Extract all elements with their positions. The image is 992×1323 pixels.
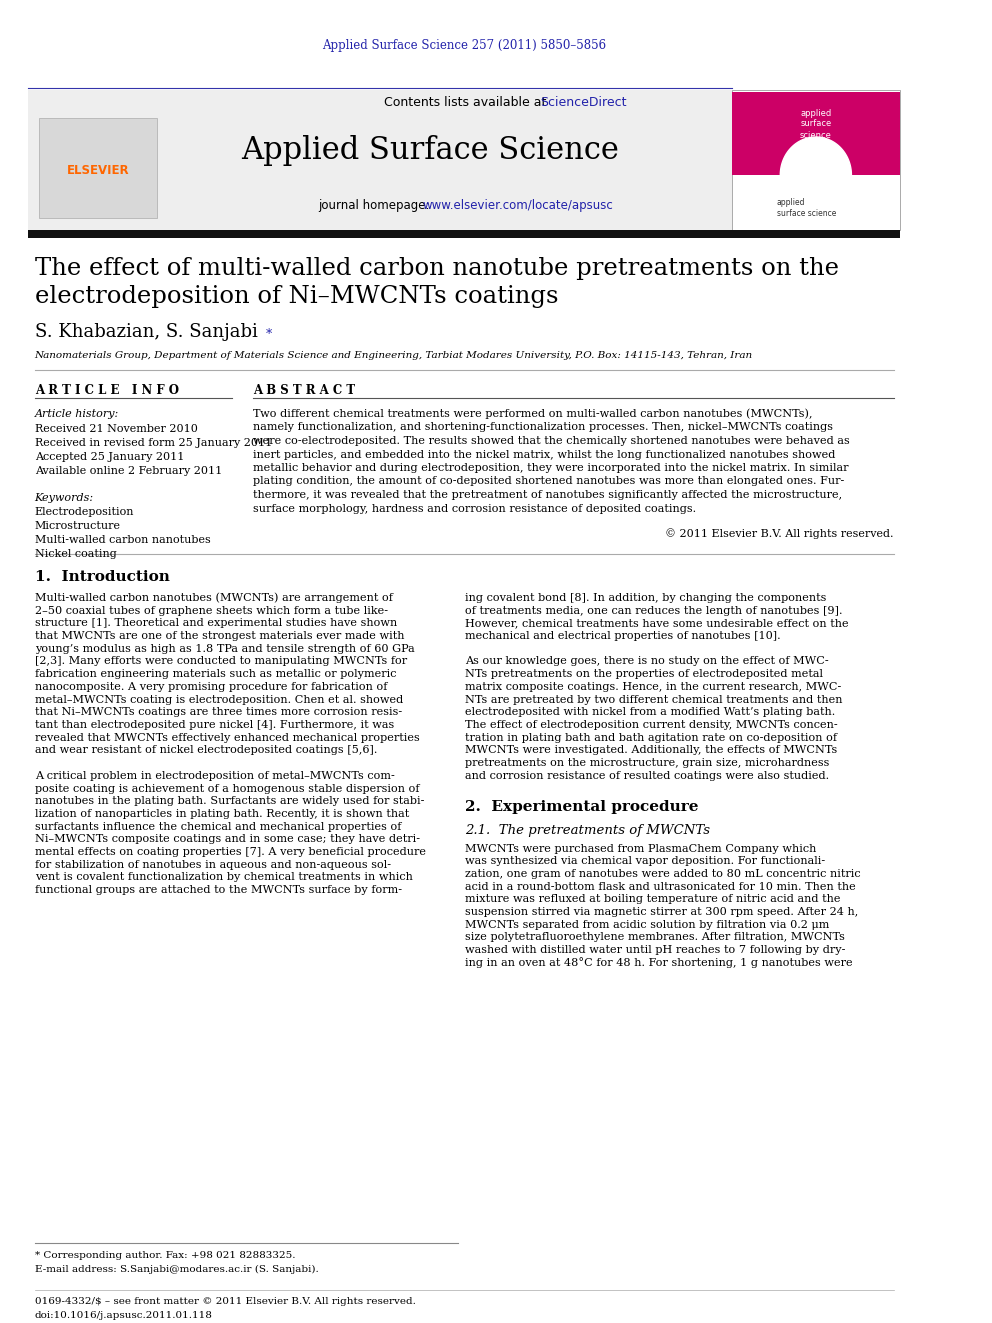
- Text: Multi-walled carbon nanotubes (MWCNTs) are arrangement of: Multi-walled carbon nanotubes (MWCNTs) a…: [35, 593, 393, 603]
- Text: size polytetrafluoroethylene membranes. After filtration, MWCNTs: size polytetrafluoroethylene membranes. …: [465, 933, 845, 942]
- Text: 1.  Introduction: 1. Introduction: [35, 570, 170, 583]
- Text: structure [1]. Theoretical and experimental studies have shown: structure [1]. Theoretical and experimen…: [35, 618, 397, 628]
- Text: Microstructure: Microstructure: [35, 521, 121, 531]
- Text: ELSEVIER: ELSEVIER: [66, 164, 130, 176]
- Text: doi:10.1016/j.apsusc.2011.01.118: doi:10.1016/j.apsusc.2011.01.118: [35, 1311, 212, 1319]
- Text: Available online 2 February 2011: Available online 2 February 2011: [35, 466, 222, 476]
- Text: vent is covalent functionalization by chemical treatments in which: vent is covalent functionalization by ch…: [35, 872, 413, 882]
- Text: NTs are pretreated by two different chemical treatments and then: NTs are pretreated by two different chem…: [465, 695, 842, 705]
- Text: Article history:: Article history:: [35, 409, 119, 419]
- Text: that Ni–MWCNTs coatings are three times more corrosion resis-: that Ni–MWCNTs coatings are three times …: [35, 708, 402, 717]
- Text: MWCNTs were investigated. Additionally, the effects of MWCNTs: MWCNTs were investigated. Additionally, …: [465, 745, 837, 755]
- Text: applied
surface science: applied surface science: [777, 197, 836, 218]
- Text: lization of nanoparticles in plating bath. Recently, it is shown that: lization of nanoparticles in plating bat…: [35, 808, 409, 819]
- Text: mechanical and electrical properties of nanotubes [10].: mechanical and electrical properties of …: [465, 631, 781, 642]
- Text: A critical problem in electrodeposition of metal–MWCNTs com-: A critical problem in electrodeposition …: [35, 771, 395, 781]
- Text: electrodeposition of Ni–MWCNTs coatings: electrodeposition of Ni–MWCNTs coatings: [35, 284, 558, 307]
- Text: metal–MWCNTs coating is electrodeposition. Chen et al. showed: metal–MWCNTs coating is electrodepositio…: [35, 695, 403, 705]
- Text: The effect of multi-walled carbon nanotube pretreatments on the: The effect of multi-walled carbon nanotu…: [35, 257, 838, 279]
- Text: and corrosion resistance of resulted coatings were also studied.: and corrosion resistance of resulted coa…: [465, 771, 829, 781]
- Text: namely functionalization, and shortening-functionalization processes. Then, nick: namely functionalization, and shortening…: [253, 422, 832, 433]
- Text: thermore, it was revealed that the pretreatment of nanotubes significantly affec: thermore, it was revealed that the pretr…: [253, 490, 842, 500]
- Text: mixture was refluxed at boiling temperature of nitric acid and the: mixture was refluxed at boiling temperat…: [465, 894, 840, 905]
- Text: zation, one gram of nanotubes were added to 80 mL concentric nitric: zation, one gram of nanotubes were added…: [465, 869, 861, 878]
- Text: NTs pretreatments on the properties of electrodeposited metal: NTs pretreatments on the properties of e…: [465, 669, 823, 679]
- Text: 2.1.  The pretreatments of MWCNTs: 2.1. The pretreatments of MWCNTs: [465, 824, 710, 837]
- Text: 2.  Experimental procedure: 2. Experimental procedure: [465, 799, 698, 814]
- Text: S. Khabazian, S. Sanjabi: S. Khabazian, S. Sanjabi: [35, 323, 258, 341]
- Text: that MWCNTs are one of the strongest materials ever made with: that MWCNTs are one of the strongest mat…: [35, 631, 404, 642]
- Text: www.elsevier.com/locate/apsusc: www.elsevier.com/locate/apsusc: [423, 198, 614, 212]
- Text: 0169-4332/$ – see front matter © 2011 Elsevier B.V. All rights reserved.: 0169-4332/$ – see front matter © 2011 El…: [35, 1298, 416, 1307]
- Text: tration in plating bath and bath agitation rate on co-deposition of: tration in plating bath and bath agitati…: [465, 733, 837, 742]
- Text: was synthesized via chemical vapor deposition. For functionali-: was synthesized via chemical vapor depos…: [465, 856, 825, 867]
- Text: electrodeposited with nickel from a modified Watt’s plating bath.: electrodeposited with nickel from a modi…: [465, 708, 835, 717]
- Bar: [28, 230, 900, 238]
- Text: revealed that MWCNTs effectively enhanced mechanical properties: revealed that MWCNTs effectively enhance…: [35, 733, 420, 742]
- Text: of treatments media, one can reduces the length of nanotubes [9].: of treatments media, one can reduces the…: [465, 606, 842, 615]
- Bar: [732, 93, 900, 175]
- Text: Nanomaterials Group, Department of Materials Science and Engineering, Tarbiat Mo: Nanomaterials Group, Department of Mater…: [35, 351, 753, 360]
- Text: washed with distilled water until pH reaches to 7 following by dry-: washed with distilled water until pH rea…: [465, 945, 845, 955]
- Text: posite coating is achievement of a homogenous stable dispersion of: posite coating is achievement of a homog…: [35, 783, 419, 794]
- Text: * Corresponding author. Fax: +98 021 82883325.: * Corresponding author. Fax: +98 021 828…: [35, 1252, 295, 1261]
- Text: metallic behavior and during electrodeposition, they were incorporated into the : metallic behavior and during electrodepo…: [253, 463, 848, 474]
- Text: Accepted 25 January 2011: Accepted 25 January 2011: [35, 452, 184, 462]
- Text: © 2011 Elsevier B.V. All rights reserved.: © 2011 Elsevier B.V. All rights reserved…: [665, 529, 894, 540]
- Text: were co-electrodeposited. The results showed that the chemically shortened nanot: were co-electrodeposited. The results sh…: [253, 437, 849, 446]
- Polygon shape: [781, 138, 851, 175]
- Text: matrix composite coatings. Hence, in the current research, MWC-: matrix composite coatings. Hence, in the…: [465, 681, 841, 692]
- Text: functional groups are attached to the MWCNTs surface by form-: functional groups are attached to the MW…: [35, 885, 402, 896]
- Text: nanocomposite. A very promising procedure for fabrication of: nanocomposite. A very promising procedur…: [35, 681, 387, 692]
- Text: ScienceDirect: ScienceDirect: [540, 97, 626, 110]
- Text: surface: surface: [801, 119, 831, 128]
- Text: journal homepage:: journal homepage:: [318, 198, 434, 212]
- Text: MWCNTs were purchased from PlasmaChem Company which: MWCNTs were purchased from PlasmaChem Co…: [465, 844, 816, 853]
- Text: 2–50 coaxial tubes of graphene sheets which form a tube like-: 2–50 coaxial tubes of graphene sheets wh…: [35, 606, 388, 615]
- Text: nanotubes in the plating bath. Surfactants are widely used for stabi-: nanotubes in the plating bath. Surfactan…: [35, 796, 424, 806]
- Text: for stabilization of nanotubes in aqueous and non-aqueous sol-: for stabilization of nanotubes in aqueou…: [35, 860, 391, 869]
- Text: MWCNTs separated from acidic solution by filtration via 0.2 μm: MWCNTs separated from acidic solution by…: [465, 919, 829, 930]
- Text: The effect of electrodeposition current density, MWCNTs concen-: The effect of electrodeposition current …: [465, 720, 837, 730]
- Bar: [28, 90, 732, 230]
- Text: applied: applied: [801, 108, 831, 118]
- Text: fabrication engineering materials such as metallic or polymeric: fabrication engineering materials such a…: [35, 669, 396, 679]
- Text: Received in revised form 25 January 2011: Received in revised form 25 January 2011: [35, 438, 272, 448]
- Bar: [40, 118, 157, 218]
- Text: Electrodeposition: Electrodeposition: [35, 507, 134, 517]
- Text: inert particles, and embedded into the nickel matrix, whilst the long functional: inert particles, and embedded into the n…: [253, 450, 835, 459]
- Text: ing covalent bond [8]. In addition, by changing the components: ing covalent bond [8]. In addition, by c…: [465, 593, 826, 603]
- Text: However, chemical treatments have some undesirable effect on the: However, chemical treatments have some u…: [465, 618, 848, 628]
- Text: acid in a round-bottom flask and ultrasonicated for 10 min. Then the: acid in a round-bottom flask and ultraso…: [465, 881, 856, 892]
- Text: Applied Surface Science: Applied Surface Science: [241, 135, 619, 165]
- Text: [2,3]. Many efforts were conducted to manipulating MWCNTs for: [2,3]. Many efforts were conducted to ma…: [35, 656, 407, 667]
- Text: ing in an oven at 48°C for 48 h. For shortening, 1 g nanotubes were: ing in an oven at 48°C for 48 h. For sho…: [465, 958, 852, 968]
- Text: Nickel coating: Nickel coating: [35, 549, 116, 560]
- Bar: [28, 90, 169, 230]
- Text: E-mail address: S.Sanjabi@modares.ac.ir (S. Sanjabi).: E-mail address: S.Sanjabi@modares.ac.ir …: [35, 1265, 318, 1274]
- Text: As our knowledge goes, there is no study on the effect of MWC-: As our knowledge goes, there is no study…: [465, 656, 828, 667]
- Text: Two different chemical treatments were performed on multi-walled carbon nanotube: Two different chemical treatments were p…: [253, 409, 812, 419]
- Text: young’s modulus as high as 1.8 TPa and tensile strength of 60 GPa: young’s modulus as high as 1.8 TPa and t…: [35, 644, 415, 654]
- Text: science: science: [800, 131, 831, 139]
- Text: mental effects on coating properties [7]. A very beneficial procedure: mental effects on coating properties [7]…: [35, 847, 426, 857]
- Text: suspension stirred via magnetic stirrer at 300 rpm speed. After 24 h,: suspension stirred via magnetic stirrer …: [465, 908, 858, 917]
- Text: Received 21 November 2010: Received 21 November 2010: [35, 423, 197, 434]
- Text: Applied Surface Science 257 (2011) 5850–5856: Applied Surface Science 257 (2011) 5850–…: [322, 40, 606, 53]
- Text: *: *: [266, 328, 272, 341]
- Text: plating condition, the amount of co-deposited shortened nanotubes was more than : plating condition, the amount of co-depo…: [253, 476, 844, 487]
- Text: Multi-walled carbon nanotubes: Multi-walled carbon nanotubes: [35, 534, 210, 545]
- Text: Contents lists available at: Contents lists available at: [384, 97, 550, 110]
- Bar: [732, 90, 900, 230]
- Text: A B S T R A C T: A B S T R A C T: [253, 384, 355, 397]
- Text: Ni–MWCNTs composite coatings and in some case; they have detri-: Ni–MWCNTs composite coatings and in some…: [35, 835, 420, 844]
- Text: tant than electrodeposited pure nickel [4]. Furthermore, it was: tant than electrodeposited pure nickel […: [35, 720, 394, 730]
- Text: Keywords:: Keywords:: [35, 493, 93, 503]
- Text: surface morphology, hardness and corrosion resistance of deposited coatings.: surface morphology, hardness and corrosi…: [253, 504, 695, 513]
- Text: pretreatments on the microstructure, grain size, microhardness: pretreatments on the microstructure, gra…: [465, 758, 829, 769]
- Text: A R T I C L E   I N F O: A R T I C L E I N F O: [35, 384, 179, 397]
- Text: surfactants influence the chemical and mechanical properties of: surfactants influence the chemical and m…: [35, 822, 401, 832]
- Text: and wear resistant of nickel electrodeposited coatings [5,6].: and wear resistant of nickel electrodepo…: [35, 745, 377, 755]
